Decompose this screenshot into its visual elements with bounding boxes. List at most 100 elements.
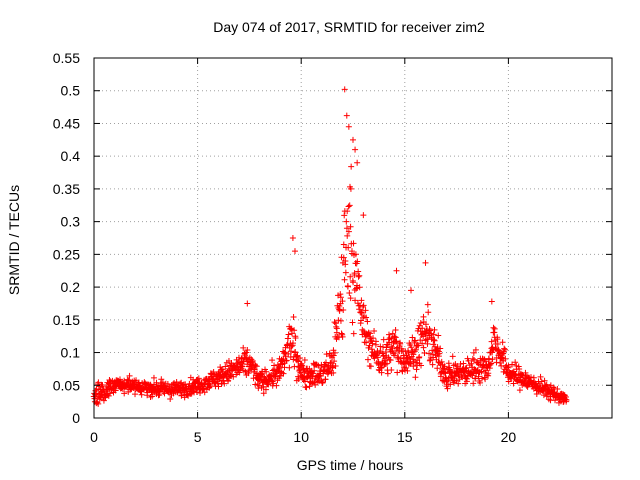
data-point [385, 331, 392, 338]
data-point [288, 325, 295, 332]
data-point [465, 357, 472, 364]
data-point [95, 379, 102, 386]
data-point [283, 357, 290, 364]
data-point [323, 351, 330, 358]
data-point [206, 384, 213, 391]
data-point [502, 346, 509, 353]
y-tick-label: 0.25 [53, 246, 80, 262]
data-point [416, 354, 423, 360]
data-point [296, 366, 303, 373]
data-point [341, 86, 348, 93]
data-point [454, 363, 461, 370]
data-point [537, 373, 544, 380]
data-point [270, 380, 277, 387]
data-point [470, 380, 477, 387]
data-point [482, 376, 489, 383]
data-point [331, 358, 338, 365]
data-point [289, 235, 296, 241]
data-point [360, 302, 367, 309]
data-point [410, 363, 417, 370]
data-point [419, 340, 426, 347]
data-point [240, 344, 247, 351]
data-point [388, 366, 395, 373]
data-point [269, 367, 276, 374]
x-tick-label: 0 [90, 429, 98, 445]
data-point [301, 378, 308, 385]
data-point [397, 355, 404, 362]
data-point [329, 364, 336, 371]
data-point [418, 362, 425, 369]
data-point [444, 385, 451, 392]
data-point [482, 358, 489, 365]
data-point [408, 344, 415, 351]
data-point [178, 392, 185, 399]
data-point [268, 377, 275, 384]
y-tick-label: 0.45 [53, 115, 80, 131]
data-point [387, 357, 394, 364]
data-point [249, 357, 256, 364]
data-point [322, 376, 329, 383]
data-point [292, 349, 299, 356]
data-point [244, 346, 251, 353]
data-point [488, 298, 495, 305]
data-point [368, 346, 375, 353]
y-tick-label: 0.35 [53, 181, 80, 197]
data-point [341, 276, 348, 283]
data-point [447, 381, 454, 388]
data-point [341, 212, 348, 219]
data-point [311, 378, 318, 385]
data-point [343, 112, 350, 119]
data-point [116, 376, 123, 383]
data-point [384, 370, 391, 377]
data-point [285, 350, 292, 357]
data-point [336, 307, 343, 314]
data-point [343, 218, 350, 225]
data-point [374, 354, 381, 361]
data-point [431, 337, 438, 344]
data-point [350, 240, 357, 247]
data-point [182, 381, 189, 388]
data-point [527, 374, 534, 381]
data-point [375, 358, 382, 365]
data-point [429, 361, 436, 368]
data-point [391, 333, 398, 340]
data-point [516, 365, 523, 372]
data-point [273, 382, 280, 389]
data-point [427, 327, 434, 334]
data-point [393, 338, 400, 345]
data-point [193, 388, 200, 395]
y-tick-label: 0.1 [61, 345, 81, 361]
data-point [487, 361, 494, 368]
data-point [339, 333, 346, 340]
data-point [499, 339, 506, 346]
data-point [448, 374, 455, 381]
y-tick-label: 0.3 [61, 214, 81, 230]
data-point [150, 374, 157, 381]
data-point [260, 383, 267, 390]
data-point [538, 378, 545, 385]
data-point [388, 343, 395, 350]
data-point [463, 364, 470, 371]
data-point [290, 313, 297, 320]
data-point [194, 376, 201, 383]
data-point [167, 395, 174, 402]
data-point [345, 228, 352, 235]
data-point [434, 365, 441, 372]
data-point [486, 365, 493, 372]
data-point [299, 362, 306, 369]
data-point [505, 378, 512, 385]
data-point [343, 225, 350, 232]
data-point [472, 375, 479, 382]
data-point [301, 357, 308, 364]
data-point [437, 345, 444, 352]
data-point [310, 370, 317, 377]
data-point [485, 370, 492, 377]
data-point [345, 123, 352, 130]
data-point [344, 208, 351, 215]
data-point [412, 346, 419, 353]
data-point [502, 355, 509, 362]
data-point [244, 300, 251, 307]
data-point [516, 387, 523, 394]
data-point [347, 185, 354, 192]
data-point [478, 375, 485, 382]
